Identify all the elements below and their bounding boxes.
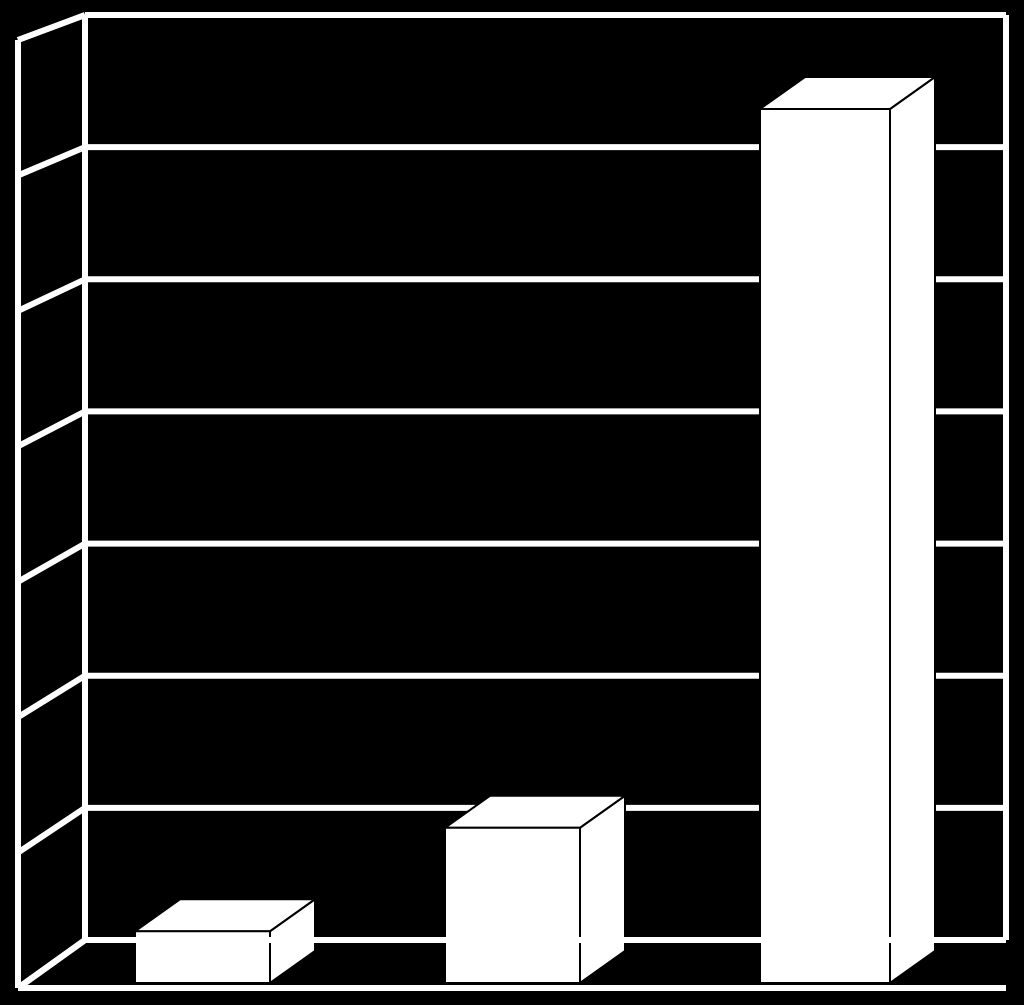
bar-chart-3d xyxy=(0,0,1024,1005)
bar xyxy=(760,77,935,983)
chart-stage xyxy=(0,0,1024,1005)
bar xyxy=(445,796,625,983)
